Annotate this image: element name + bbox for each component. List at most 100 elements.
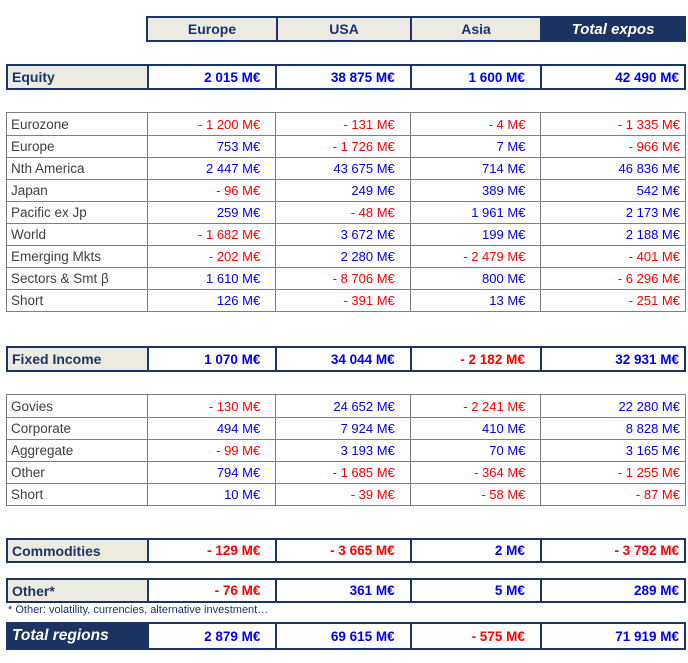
row-label: Short — [11, 487, 44, 502]
value-cell: 2 015 M€ — [147, 66, 275, 88]
row-label: Fixed Income — [8, 348, 148, 370]
row-label: Japan — [11, 183, 48, 198]
value-cell: 46 836 M€ — [540, 158, 685, 179]
table-row: Emerging Mkts - 202 M€ 2 280 M€ - 2 479 M€ -… — [7, 245, 685, 267]
value-cell: - 131 M€ — [275, 113, 410, 135]
fixed-income-summary-row: Fixed Income 1 070 M€ 34 044 M€ - 2 182 M€ 3… — [6, 346, 686, 372]
value-cell: - 99 M€ — [146, 440, 276, 461]
value-cell: - 401 M€ — [540, 246, 685, 267]
value-cell: - 1 335 M€ — [540, 113, 685, 135]
value-cell: - 2 241 M€ — [409, 395, 541, 417]
table-row: World - 1 682 M€ 3 672 M€ 199 M€ 2 188 M€ — [7, 223, 685, 245]
value-cell: 5 M€ — [409, 580, 540, 601]
row-label: Pacific ex Jp — [11, 205, 87, 220]
value-cell: 794 M€ — [146, 462, 276, 483]
value-cell: 13 M€ — [409, 290, 541, 311]
row-label: Sectors & Smt β — [11, 271, 109, 286]
value-cell: 289 M€ — [539, 580, 684, 601]
total-regions-row: Total regions 2 879 M€ 69 615 M€ - 575 M€ 71… — [6, 622, 686, 650]
value-cell: 34 044 M€ — [275, 348, 409, 370]
value-cell: - 251 M€ — [540, 290, 685, 311]
value-cell: 389 M€ — [409, 180, 541, 201]
value-cell: 24 652 M€ — [275, 395, 410, 417]
value-cell: 361 M€ — [275, 580, 409, 601]
equity-summary-row: Equity 2 015 M€ 38 875 M€ 1 600 M€ 42 490 M€ — [6, 64, 686, 90]
value-cell: - 966 M€ — [540, 136, 685, 157]
value-cell: - 1 682 M€ — [146, 224, 276, 245]
value-cell: 42 490 M€ — [539, 66, 684, 88]
value-cell: 71 919 M€ — [539, 624, 684, 648]
value-cell: 753 M€ — [146, 136, 276, 157]
table-row: Japan - 96 M€ 249 M€ 389 M€ 542 M€ — [7, 179, 685, 201]
table-row: Short 10 M€ - 39 M€ - 58 M€ - 87 M€ — [7, 483, 685, 505]
value-cell: - 96 M€ — [146, 180, 276, 201]
row-label: World — [11, 227, 47, 242]
column-header-europe: Europe — [187, 21, 237, 37]
table-row: Europe 753 M€ - 1 726 M€ 7 M€ - 966 M€ — [7, 135, 685, 157]
value-cell: 2 879 M€ — [147, 624, 275, 648]
value-cell: - 58 M€ — [409, 484, 541, 505]
row-label: Commodities — [8, 540, 148, 561]
value-cell: 2 447 M€ — [146, 158, 276, 179]
equity-breakdown-table: Eurozone - 1 200 M€ - 131 M€ - 4 M€ - 1 335 … — [6, 112, 686, 312]
value-cell: 38 875 M€ — [275, 66, 409, 88]
value-cell: - 6 296 M€ — [540, 268, 685, 289]
other-summary-row: Other* - 76 M€ 361 M€ 5 M€ 289 M€ — [6, 578, 686, 603]
value-cell: 1 961 M€ — [409, 202, 541, 223]
table-row: Short 126 M€ - 391 M€ 13 M€ - 251 M€ — [7, 289, 685, 311]
other-footnote: * Other: volatility, currencies, alterna… — [8, 604, 269, 616]
column-header-total-expos: Total expos — [540, 18, 684, 40]
value-cell: 249 M€ — [275, 180, 410, 201]
row-label: Nth America — [11, 161, 85, 176]
value-cell: 1 610 M€ — [146, 268, 276, 289]
column-header-row: Europe USA Asia Total expos — [146, 16, 686, 42]
value-cell: 43 675 M€ — [275, 158, 410, 179]
table-row: Nth America 2 447 M€ 43 675 M€ 714 M€ 46 836… — [7, 157, 685, 179]
value-cell: 10 M€ — [146, 484, 276, 505]
value-cell: 32 931 M€ — [539, 348, 684, 370]
value-cell: 1 600 M€ — [409, 66, 540, 88]
value-cell: - 129 M€ — [147, 540, 275, 561]
value-cell: 542 M€ — [540, 180, 685, 201]
value-cell: 3 672 M€ — [275, 224, 410, 245]
value-cell: - 1 726 M€ — [275, 136, 410, 157]
value-cell: 2 188 M€ — [540, 224, 685, 245]
value-cell: 7 M€ — [409, 136, 541, 157]
value-cell: - 575 M€ — [409, 624, 540, 648]
value-cell: - 4 M€ — [409, 113, 541, 135]
value-cell: - 364 M€ — [409, 462, 541, 483]
row-label: Equity — [8, 66, 148, 88]
value-cell: - 76 M€ — [147, 580, 275, 601]
value-cell: - 1 255 M€ — [540, 462, 685, 483]
value-cell: - 8 706 M€ — [275, 268, 410, 289]
row-label: Other* — [8, 580, 148, 601]
row-label: Europe — [11, 139, 55, 154]
table-row: Govies - 130 M€ 24 652 M€ - 2 241 M€ 22 280 … — [7, 395, 685, 417]
value-cell: 22 280 M€ — [540, 395, 685, 417]
value-cell: 410 M€ — [409, 418, 541, 439]
row-label: Other — [11, 465, 45, 480]
row-label: Short — [11, 293, 44, 308]
value-cell: 2 280 M€ — [275, 246, 410, 267]
table-row: Eurozone - 1 200 M€ - 131 M€ - 4 M€ - 1 335 … — [7, 113, 685, 135]
value-cell: 199 M€ — [409, 224, 541, 245]
value-cell: 800 M€ — [409, 268, 541, 289]
fixed-income-breakdown-table: Govies - 130 M€ 24 652 M€ - 2 241 M€ 22 280 … — [6, 394, 686, 506]
value-cell: 126 M€ — [146, 290, 276, 311]
value-cell: 2 M€ — [409, 540, 540, 561]
value-cell: - 3 665 M€ — [275, 540, 409, 561]
row-label: Corporate — [11, 421, 72, 436]
value-cell: - 2 479 M€ — [409, 246, 541, 267]
value-cell: 259 M€ — [146, 202, 276, 223]
value-cell: 2 173 M€ — [540, 202, 685, 223]
value-cell: - 391 M€ — [275, 290, 410, 311]
value-cell: 8 828 M€ — [540, 418, 685, 439]
row-label: Emerging Mkts — [11, 249, 102, 264]
row-label: Aggregate — [11, 443, 74, 458]
table-row: Corporate 494 M€ 7 924 M€ 410 M€ 8 828 M€ — [7, 417, 685, 439]
value-cell: 1 070 M€ — [147, 348, 275, 370]
value-cell: 69 615 M€ — [275, 624, 409, 648]
value-cell: - 3 792 M€ — [539, 540, 684, 561]
value-cell: - 202 M€ — [146, 246, 276, 267]
